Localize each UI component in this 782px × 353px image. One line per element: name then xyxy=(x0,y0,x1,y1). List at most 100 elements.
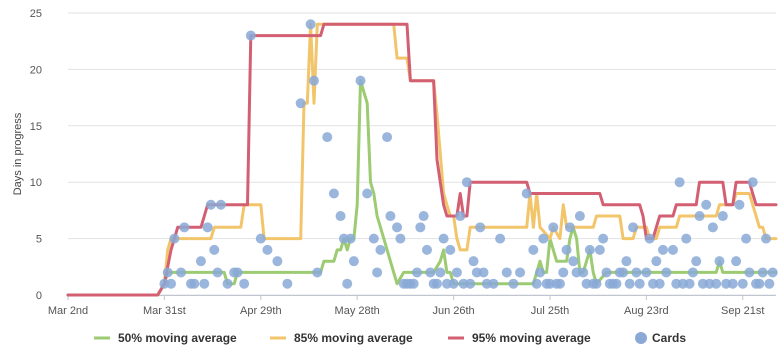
card-point[interactable] xyxy=(661,267,672,278)
card-point[interactable] xyxy=(717,211,728,222)
card-point[interactable] xyxy=(714,256,725,267)
card-point[interactable] xyxy=(425,267,436,278)
card-point[interactable] xyxy=(554,278,565,289)
card-point[interactable] xyxy=(734,199,745,210)
card-point[interactable] xyxy=(262,244,273,255)
card-point[interactable] xyxy=(345,233,356,244)
card-point[interactable] xyxy=(531,278,542,289)
card-point[interactable] xyxy=(272,256,283,267)
card-point[interactable] xyxy=(215,199,226,210)
card-point[interactable] xyxy=(754,278,765,289)
card-point[interactable] xyxy=(621,256,632,267)
card-point[interactable] xyxy=(475,222,486,233)
card-point[interactable] xyxy=(189,278,200,289)
card-point[interactable] xyxy=(691,256,702,267)
card-point[interactable] xyxy=(508,278,519,289)
card-point[interactable] xyxy=(176,267,187,278)
card-point[interactable] xyxy=(169,233,180,244)
card-point[interactable] xyxy=(212,267,223,278)
card-point[interactable] xyxy=(395,233,406,244)
card-point[interactable] xyxy=(538,233,549,244)
card-point[interactable] xyxy=(445,244,456,255)
card-point[interactable] xyxy=(667,244,678,255)
card-point[interactable] xyxy=(644,233,655,244)
card-point[interactable] xyxy=(232,267,243,278)
card-point[interactable] xyxy=(478,267,489,278)
card-point[interactable] xyxy=(322,132,333,143)
card-point[interactable] xyxy=(731,256,742,267)
card-point[interactable] xyxy=(392,222,403,233)
card-point[interactable] xyxy=(558,267,569,278)
card-point[interactable] xyxy=(255,233,266,244)
card-point[interactable] xyxy=(305,19,316,30)
card-point[interactable] xyxy=(468,256,479,267)
card-point[interactable] xyxy=(245,30,256,41)
card-point[interactable] xyxy=(657,244,668,255)
card-point[interactable] xyxy=(415,222,426,233)
card-point[interactable] xyxy=(741,233,752,244)
card-point[interactable] xyxy=(707,222,718,233)
card-point[interactable] xyxy=(451,267,462,278)
card-point[interactable] xyxy=(711,278,722,289)
card-point[interactable] xyxy=(651,256,662,267)
card-point[interactable] xyxy=(601,267,612,278)
card-point[interactable] xyxy=(162,267,173,278)
card-point[interactable] xyxy=(641,267,652,278)
card-point[interactable] xyxy=(654,278,665,289)
card-point[interactable] xyxy=(757,267,768,278)
series-line-2[interactable] xyxy=(66,22,778,297)
card-point[interactable] xyxy=(598,233,609,244)
series-line-1[interactable] xyxy=(66,22,778,297)
card-point[interactable] xyxy=(727,278,738,289)
card-point[interactable] xyxy=(564,222,575,233)
card-point[interactable] xyxy=(684,278,695,289)
card-point[interactable] xyxy=(375,244,386,255)
card-point[interactable] xyxy=(528,244,539,255)
card-point[interactable] xyxy=(465,278,476,289)
card-point[interactable] xyxy=(574,211,585,222)
card-point[interactable] xyxy=(764,278,775,289)
card-point[interactable] xyxy=(561,244,572,255)
card-point[interactable] xyxy=(239,278,250,289)
card-point[interactable] xyxy=(568,256,579,267)
card-point[interactable] xyxy=(578,267,589,278)
card-point[interactable] xyxy=(584,244,595,255)
card-point[interactable] xyxy=(701,199,712,210)
card-point[interactable] xyxy=(312,267,323,278)
card-point[interactable] xyxy=(308,75,319,86)
card-point[interactable] xyxy=(488,278,499,289)
card-point[interactable] xyxy=(455,211,466,222)
card-point[interactable] xyxy=(195,256,206,267)
card-point[interactable] xyxy=(761,233,772,244)
card-point[interactable] xyxy=(205,199,216,210)
card-point[interactable] xyxy=(744,267,755,278)
card-point[interactable] xyxy=(355,75,366,86)
card-point[interactable] xyxy=(674,177,685,188)
card-point[interactable] xyxy=(448,278,459,289)
card-point[interactable] xyxy=(624,278,635,289)
legend-item[interactable]: 50% moving average xyxy=(94,331,237,345)
card-point[interactable] xyxy=(438,233,449,244)
card-point[interactable] xyxy=(382,132,393,143)
series-line-0[interactable] xyxy=(66,79,778,297)
legend-item[interactable]: 85% moving average xyxy=(270,331,413,345)
card-point[interactable] xyxy=(548,222,559,233)
card-point[interactable] xyxy=(687,267,698,278)
card-point[interactable] xyxy=(348,256,359,267)
card-point[interactable] xyxy=(501,267,512,278)
card-point[interactable] xyxy=(202,222,213,233)
card-point[interactable] xyxy=(295,98,306,109)
card-point[interactable] xyxy=(747,177,758,188)
card-point[interactable] xyxy=(435,267,446,278)
card-point[interactable] xyxy=(335,211,346,222)
card-point[interactable] xyxy=(412,267,423,278)
card-point[interactable] xyxy=(368,233,379,244)
card-point[interactable] xyxy=(385,211,396,222)
card-point[interactable] xyxy=(372,267,383,278)
card-point[interactable] xyxy=(461,177,472,188)
card-point[interactable] xyxy=(611,278,622,289)
legend-item[interactable]: Cards xyxy=(635,331,686,345)
card-point[interactable] xyxy=(199,278,210,289)
card-point[interactable] xyxy=(515,267,526,278)
card-point[interactable] xyxy=(737,278,748,289)
